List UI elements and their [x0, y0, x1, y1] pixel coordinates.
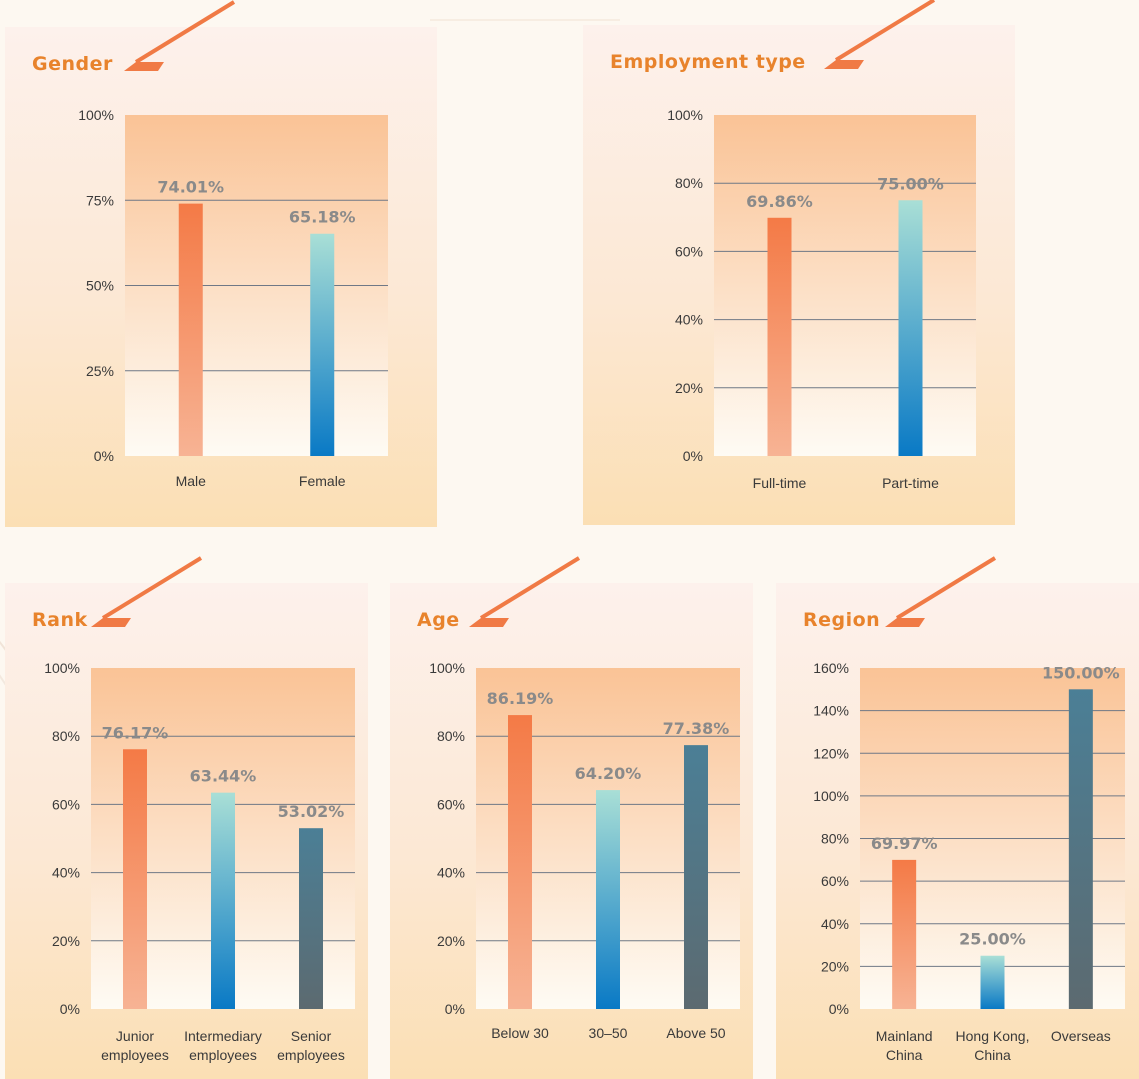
x-category-label: Hong Kong, China	[956, 1028, 1030, 1063]
y-tick-label: 0%	[829, 1001, 849, 1017]
bar-value-label: 76.17%	[102, 723, 169, 742]
region-panel: Region 0% 20% 40% 60% 80% 100% 120% 140% 160% 69.…	[776, 556, 1139, 1079]
y-tick-label: 40%	[437, 865, 465, 881]
bar-value-label: 150.00%	[1042, 663, 1120, 682]
age-chart: 0% 20% 40% 60% 80% 100% 86.19% Below 30 64.20% 30…	[429, 556, 740, 1041]
title-accent-slash	[895, 556, 997, 620]
bar-1	[898, 200, 923, 456]
x-category-label: Senior employees	[277, 1028, 345, 1063]
bar-0	[767, 217, 792, 456]
title-accent-bar	[91, 618, 131, 627]
title-accent-bar	[824, 60, 864, 69]
bar-1	[980, 955, 1005, 1009]
title-accent-slash	[834, 0, 936, 62]
gender-chart: 0% 25% 50% 75% 100% 74.01% Male 65.18% Female	[78, 0, 388, 489]
y-tick-label: 80%	[52, 728, 80, 744]
employment-type-chart-title: Employment type	[610, 51, 806, 73]
bar-value-label: 63.44%	[190, 767, 257, 786]
bar-value-label: 69.86%	[746, 192, 813, 211]
x-category-label: Below 30	[491, 1025, 549, 1041]
x-category-label: Part-time	[882, 475, 939, 491]
bar-value-label: 86.19%	[487, 689, 554, 708]
title-accent-slash	[479, 556, 581, 620]
bar-value-label: 65.18%	[289, 208, 356, 227]
x-category-label: Mainland China	[876, 1028, 933, 1063]
bar-0	[178, 203, 203, 456]
y-tick-label: 25%	[86, 363, 114, 379]
bar-1	[596, 790, 620, 1009]
y-tick-label: 20%	[821, 958, 849, 974]
title-accent-bar	[469, 618, 509, 627]
y-tick-label: 20%	[437, 933, 465, 949]
y-tick-label: 20%	[675, 380, 703, 396]
bar-value-label: 75.00%	[877, 174, 944, 193]
rank-chart-title: Rank	[32, 609, 88, 631]
rank-chart: 0% 20% 40% 60% 80% 100% 76.17% Junior employees 6…	[44, 556, 355, 1063]
bar-value-label: 25.00%	[959, 930, 1026, 949]
employment-type-chart: 0% 20% 40% 60% 80% 100% 69.86% Full-time 75.00% P…	[667, 0, 976, 491]
bar-value-label: 69.97%	[871, 834, 938, 853]
y-tick-label: 100%	[429, 660, 465, 676]
y-tick-label: 0%	[683, 448, 703, 464]
y-tick-label: 100%	[813, 788, 849, 804]
x-category-label: Above 50	[666, 1025, 725, 1041]
x-category-label: Intermediary employees	[184, 1028, 262, 1063]
bar-value-label: 64.20%	[575, 764, 642, 783]
y-tick-label: 60%	[675, 243, 703, 259]
title-accent-slash	[134, 0, 236, 64]
title-accent-bar	[124, 62, 164, 71]
bar-0	[123, 749, 147, 1009]
x-category-label: Full-time	[753, 475, 807, 491]
region-chart-title: Region	[803, 609, 881, 631]
y-tick-label: 80%	[821, 831, 849, 847]
plot-area	[714, 115, 976, 456]
y-tick-label: 140%	[813, 703, 849, 719]
title-accent-slash	[101, 556, 203, 620]
bar-2	[299, 828, 323, 1009]
x-category-label: 30–50	[589, 1025, 628, 1041]
x-category-label: Male	[176, 473, 207, 489]
y-tick-label: 100%	[78, 107, 114, 123]
y-tick-label: 0%	[94, 448, 114, 464]
gender-panel: Gender 0% 25% 50% 75% 100% 74.01% Male 65.18% Fe…	[5, 0, 437, 527]
y-tick-label: 50%	[86, 278, 114, 294]
y-tick-label: 40%	[821, 916, 849, 932]
bar-value-label: 53.02%	[278, 802, 345, 821]
employment-type-panel: Employment type 0% 20% 40% 60% 80% 100% 69.86%…	[583, 0, 1015, 525]
y-tick-label: 80%	[675, 175, 703, 191]
y-tick-label: 40%	[675, 312, 703, 328]
y-tick-label: 80%	[437, 728, 465, 744]
age-panel: Age 0% 20% 40% 60% 80% 100% 86.19% Below 30 64.2…	[390, 556, 753, 1079]
y-tick-label: 0%	[60, 1001, 80, 1017]
x-category-label: Junior employees	[101, 1028, 169, 1063]
x-category-label: Overseas	[1051, 1028, 1111, 1044]
y-tick-label: 160%	[813, 660, 849, 676]
x-category-label: Female	[299, 473, 346, 489]
y-tick-label: 120%	[813, 745, 849, 761]
y-tick-label: 0%	[445, 1001, 465, 1017]
title-accent-bar	[885, 618, 925, 627]
y-tick-label: 100%	[44, 660, 80, 676]
y-tick-label: 60%	[437, 796, 465, 812]
y-tick-label: 100%	[667, 107, 703, 123]
bar-0	[892, 859, 917, 1009]
rank-panel: Rank 0% 20% 40% 60% 80% 100% 76.17% Junior emplo…	[5, 556, 368, 1079]
bar-0	[508, 715, 532, 1009]
bar-1	[310, 233, 335, 456]
bar-2	[684, 745, 708, 1009]
bar-value-label: 77.38%	[663, 719, 730, 738]
y-tick-label: 20%	[52, 933, 80, 949]
bar-value-label: 74.01%	[157, 178, 224, 197]
y-tick-label: 60%	[821, 873, 849, 889]
y-tick-label: 60%	[52, 796, 80, 812]
gender-chart-title: Gender	[32, 53, 113, 75]
region-chart: 0% 20% 40% 60% 80% 100% 120% 140% 160% 69.97% Main…	[813, 556, 1125, 1063]
bar-1	[211, 792, 235, 1009]
y-tick-label: 40%	[52, 865, 80, 881]
age-chart-title: Age	[417, 609, 460, 631]
y-tick-label: 75%	[86, 192, 114, 208]
bar-2	[1068, 689, 1093, 1009]
